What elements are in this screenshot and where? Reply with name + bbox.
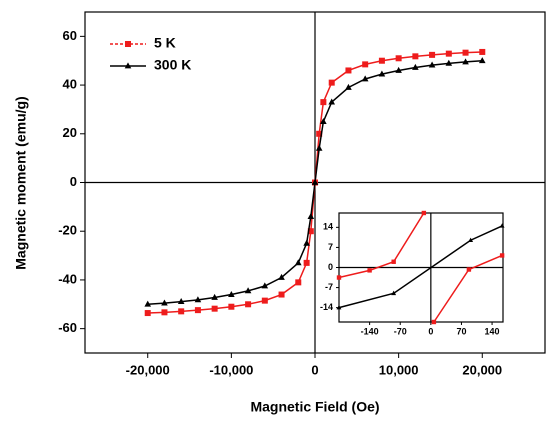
marker xyxy=(228,303,235,310)
marker xyxy=(445,50,452,57)
marker xyxy=(412,63,419,70)
marker xyxy=(345,67,352,74)
legend-marker xyxy=(125,41,131,47)
series-line xyxy=(338,212,425,279)
marker xyxy=(499,223,505,228)
series-line xyxy=(338,225,503,309)
marker xyxy=(378,70,386,77)
x-tick-label: 10,000 xyxy=(379,362,419,377)
marker xyxy=(478,57,486,64)
legend-label: 5 K xyxy=(154,35,176,51)
marker xyxy=(161,299,168,306)
marker xyxy=(178,308,185,315)
marker xyxy=(211,293,218,300)
x-tick-label: -140 xyxy=(361,326,379,336)
y-tick-label: 14 xyxy=(323,222,333,232)
x-tick-label: 0 xyxy=(311,362,318,377)
marker xyxy=(479,48,486,55)
marker xyxy=(194,307,201,314)
marker xyxy=(395,55,402,62)
y-tick-label: 20 xyxy=(63,125,77,140)
marker xyxy=(161,309,168,316)
marker xyxy=(328,79,335,86)
x-tick-label: 140 xyxy=(485,326,500,336)
marker xyxy=(391,259,396,264)
marker xyxy=(462,49,469,56)
marker xyxy=(228,290,235,297)
marker xyxy=(320,99,327,106)
y-tick-label: -40 xyxy=(58,271,77,286)
marker xyxy=(320,118,327,125)
marker xyxy=(466,267,472,272)
marker xyxy=(336,305,342,310)
marker xyxy=(412,53,419,60)
marker xyxy=(499,253,505,258)
marker xyxy=(307,228,314,235)
x-tick-label: 0 xyxy=(428,326,433,336)
marker xyxy=(378,57,385,64)
marker xyxy=(311,178,319,185)
marker xyxy=(367,268,372,273)
y-tick-label: 0 xyxy=(70,174,77,189)
marker xyxy=(391,290,397,296)
marker xyxy=(303,259,310,266)
y-tick-label: -20 xyxy=(58,223,77,238)
marker xyxy=(211,305,218,312)
marker xyxy=(336,275,342,280)
marker xyxy=(445,59,453,66)
marker xyxy=(316,130,323,137)
y-tick-label: -60 xyxy=(58,320,77,335)
x-axis-label: Magnetic Field (Oe) xyxy=(250,399,379,415)
legend-label: 300 K xyxy=(154,57,191,73)
marker xyxy=(144,310,151,317)
marker xyxy=(462,58,469,65)
marker xyxy=(307,213,315,219)
marker xyxy=(261,297,268,304)
marker xyxy=(244,287,252,294)
x-tick-label: -20,000 xyxy=(126,362,170,377)
marker xyxy=(294,259,302,266)
y-tick-label: -7 xyxy=(325,282,333,292)
marker xyxy=(421,210,427,216)
marker xyxy=(431,319,437,325)
y-tick-label: -14 xyxy=(320,302,333,312)
marker xyxy=(315,144,323,151)
marker xyxy=(295,279,302,286)
y-tick-label: 60 xyxy=(63,28,77,43)
legend-marker xyxy=(124,62,132,69)
x-tick-label: -10,000 xyxy=(209,362,253,377)
marker xyxy=(468,237,474,243)
x-tick-label: -70 xyxy=(394,326,407,336)
marker xyxy=(395,66,402,73)
marker xyxy=(261,282,269,289)
marker xyxy=(428,61,436,68)
marker xyxy=(361,75,369,82)
marker xyxy=(429,51,436,58)
marker xyxy=(245,301,252,308)
marker xyxy=(328,98,336,105)
y-tick-label: 0 xyxy=(328,262,333,272)
marker xyxy=(345,83,352,90)
marker xyxy=(144,300,152,307)
marker xyxy=(362,61,369,68)
marker xyxy=(278,273,285,280)
marker xyxy=(194,296,202,303)
y-tick-label: 7 xyxy=(328,242,333,252)
marker xyxy=(278,291,285,298)
marker xyxy=(177,298,185,305)
y-tick-label: 40 xyxy=(63,77,77,92)
marker xyxy=(303,239,310,246)
x-tick-label: 70 xyxy=(456,326,466,336)
x-tick-label: 20,000 xyxy=(462,362,502,377)
y-axis-label: Magnetic moment (emu/g) xyxy=(13,96,29,269)
